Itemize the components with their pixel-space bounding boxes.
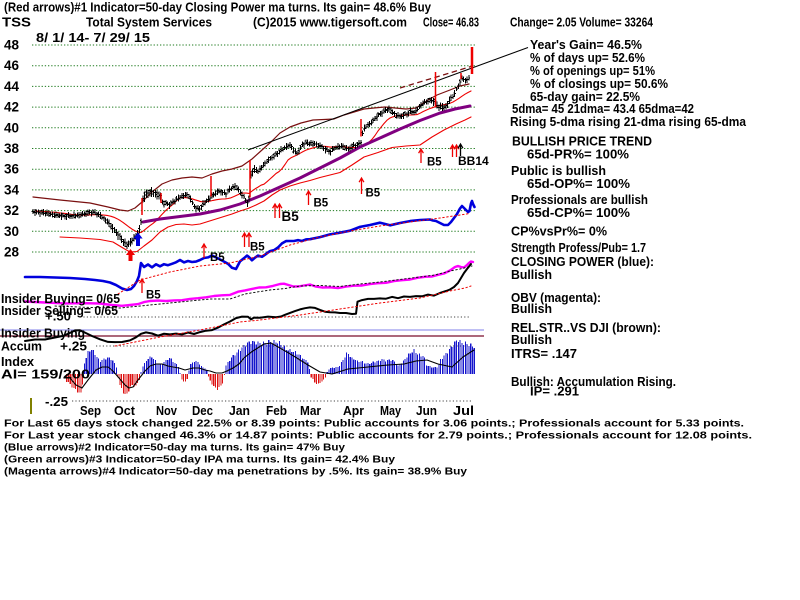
svg-text:Insider Buying: Insider Buying — [1, 327, 85, 341]
svg-text:B5: B5 — [146, 290, 161, 302]
svg-text:B5: B5 — [366, 188, 381, 200]
svg-text:Change= 2.05 Volume= 33264: Change= 2.05 Volume= 33264 — [510, 15, 654, 30]
svg-text:Rising 5-dma rising 21-dma r: Rising 5-dma rising 21-dma rising 65-dma — [510, 115, 747, 129]
svg-text:34: 34 — [4, 182, 19, 197]
svg-text:ITRS= .147: ITRS= .147 — [511, 347, 577, 361]
svg-text:Jun: Jun — [416, 404, 437, 418]
svg-text:65d-OP%= 100%: 65d-OP%= 100% — [527, 177, 630, 191]
svg-text:B5: B5 — [210, 252, 225, 264]
svg-text:Professionals are bullish: Professionals are bullish — [511, 193, 648, 207]
svg-text:B5: B5 — [282, 209, 300, 224]
svg-text:40: 40 — [4, 120, 19, 135]
svg-text:TSS: TSS — [2, 15, 31, 30]
svg-text:65d-CP%= 100%: 65d-CP%= 100% — [527, 206, 630, 220]
svg-text:Insider Buying= 0/65: Insider Buying= 0/65 — [1, 292, 120, 306]
svg-text:Year's Gain= 46.5%: Year's Gain= 46.5% — [530, 38, 642, 52]
svg-text:Public is bullish: Public is bullish — [511, 164, 606, 178]
svg-text:May: May — [380, 404, 401, 418]
svg-text:+.25: +.25 — [60, 340, 87, 354]
svg-text:Bullish: Bullish — [511, 333, 552, 347]
svg-text:% of closings up= 50.6%: % of closings up= 50.6% — [530, 77, 668, 91]
svg-text:(Magenta arrows)#4 Indicator=5: (Magenta arrows)#4 Indicator=50-day ma p… — [4, 466, 467, 478]
svg-text:Total System Services: Total System Services — [86, 15, 212, 30]
svg-text:65-day gain= 22.5%: 65-day gain= 22.5% — [530, 90, 640, 104]
svg-text:38: 38 — [4, 141, 19, 156]
svg-text:46: 46 — [4, 58, 19, 73]
svg-text:CP%vsPr%= 0%: CP%vsPr%= 0% — [511, 225, 607, 239]
svg-text:% of openings up= 51%: % of openings up= 51% — [530, 64, 655, 78]
svg-text:8/ 1/ 14- 7/ 29/ 15: 8/ 1/ 14- 7/ 29/ 15 — [36, 30, 150, 45]
svg-text:Oct: Oct — [114, 404, 136, 418]
svg-text:Bullish: Accumulation Rising.: Bullish: Accumulation Rising. — [511, 375, 676, 389]
svg-text:32: 32 — [4, 203, 19, 218]
svg-text:Bullish: Bullish — [511, 302, 552, 316]
svg-text:30: 30 — [4, 224, 19, 239]
svg-text:Feb: Feb — [266, 404, 287, 418]
svg-text:Accum: Accum — [1, 340, 42, 354]
svg-text:(Blue arrows)#2 Indicator=50-d: (Blue arrows)#2 Indicator=50-day ma turn… — [4, 442, 345, 454]
svg-text:Mar: Mar — [300, 404, 321, 418]
svg-text:36: 36 — [4, 162, 19, 177]
svg-text:+.50: +.50 — [45, 310, 71, 324]
svg-text:(C)2015 www.tigersoft.com: (C)2015 www.tigersoft.com — [253, 15, 407, 30]
svg-text:CLOSING POWER (blue):: CLOSING POWER (blue): — [511, 255, 654, 269]
svg-text:42: 42 — [4, 100, 19, 115]
svg-text:Apr: Apr — [343, 404, 364, 418]
svg-text:B5: B5 — [314, 198, 329, 210]
svg-text:Sep: Sep — [80, 404, 101, 418]
svg-text:B5: B5 — [250, 242, 265, 254]
svg-text:B5: B5 — [427, 157, 442, 169]
svg-text:Insider Selling= 0/65: Insider Selling= 0/65 — [1, 304, 118, 318]
svg-text:REL.STR..VS DJI (brown):: REL.STR..VS DJI (brown): — [511, 321, 661, 335]
svg-text:-.25: -.25 — [45, 395, 68, 409]
svg-text:Strength Profess/Pub= 1.7: Strength Profess/Pub= 1.7 — [511, 241, 646, 255]
svg-text:BB14: BB14 — [458, 154, 489, 168]
svg-text:5dma= 45 21dma= 43.4 65dma=42: 5dma= 45 21dma= 43.4 65dma=42 — [512, 102, 694, 116]
svg-text:Index: Index — [1, 355, 34, 369]
svg-text:28: 28 — [4, 245, 19, 260]
svg-text:For Last year stock changed 4: For Last year stock changed 46.3% or 14.… — [4, 430, 752, 442]
svg-text:BULLISH PRICE TREND: BULLISH PRICE TREND — [512, 135, 652, 149]
svg-text:IP= .291: IP= .291 — [530, 385, 579, 399]
svg-text:Bullish: Bullish — [511, 268, 552, 282]
svg-text:65d-PR%= 100%: 65d-PR%= 100% — [527, 148, 629, 162]
svg-text:For Last 65 days stock changed: For Last 65 days stock changed 22.5% or … — [4, 418, 744, 430]
svg-text:(Green arrows)#3 Indicator=50-: (Green arrows)#3 Indicator=50-day IPA ma… — [4, 454, 395, 466]
svg-text:(Red arrows)#1 Indicator=50-da: (Red arrows)#1 Indicator=50-day Closing … — [4, 1, 431, 15]
svg-text:OBV (magenta):: OBV (magenta): — [511, 291, 601, 305]
svg-text:Jan: Jan — [229, 404, 250, 418]
svg-text:AI= 159/200: AI= 159/200 — [1, 368, 90, 382]
svg-text:Dec: Dec — [192, 404, 213, 418]
svg-text:Close= 46.83: Close= 46.83 — [423, 15, 479, 30]
svg-text:Jul: Jul — [453, 404, 474, 418]
svg-text:44: 44 — [4, 79, 19, 94]
svg-text:Nov: Nov — [156, 404, 177, 418]
svg-text:48: 48 — [4, 38, 19, 53]
svg-text:% of days up= 52.6%: % of days up= 52.6% — [530, 51, 645, 65]
